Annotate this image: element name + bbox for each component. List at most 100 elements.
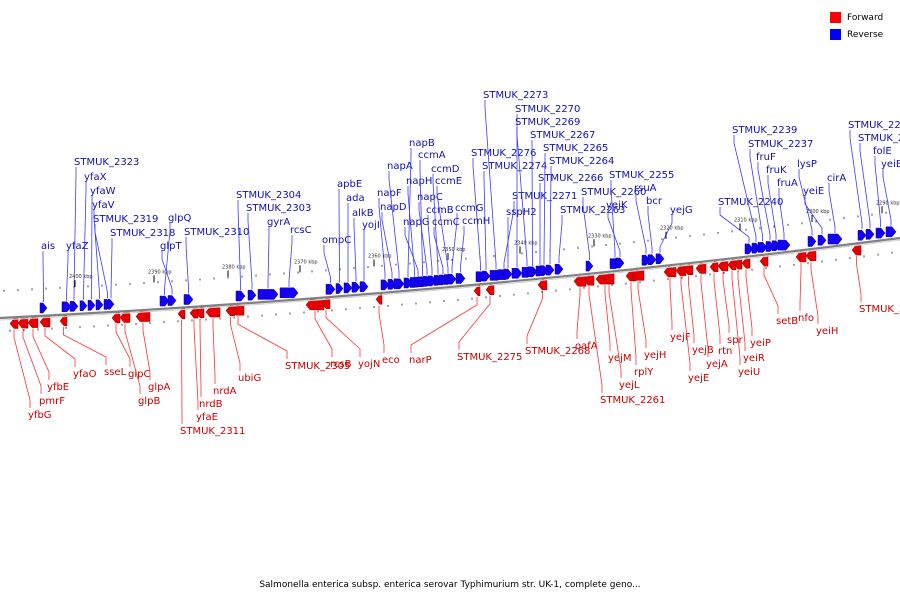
gene-yejk[interactable]: [615, 257, 625, 269]
gene-leader-stmuk-2305: [237, 316, 288, 359]
gene-napa[interactable]: [393, 278, 405, 290]
gene-pmrf[interactable]: [17, 317, 29, 329]
gene-leader-napc: [418, 202, 428, 276]
gene-stmuk-2225[interactable]: [865, 229, 875, 240]
gene-yfav[interactable]: [95, 299, 104, 311]
gene-yfbg[interactable]: [9, 318, 19, 329]
gene-ompc[interactable]: [325, 284, 336, 295]
gene-stmuk-2264[interactable]: [545, 264, 555, 276]
gene-leader-ssel: [63, 326, 107, 365]
gene-leader-narp: [410, 296, 478, 353]
gene-leader-napa: [388, 171, 400, 278]
gene-label-glpq: glpQ: [168, 213, 191, 224]
gene-glpb[interactable]: [119, 312, 131, 323]
gene-alkb[interactable]: [351, 282, 361, 293]
gene-rcsc[interactable]: [279, 287, 299, 299]
gene-oafa[interactable]: [573, 276, 587, 287]
gene-label-stmuk-2239: STMUK_2239: [732, 125, 797, 136]
gene-fole[interactable]: [875, 227, 886, 239]
gene-cira[interactable]: [827, 233, 843, 245]
gene-glpt[interactable]: [167, 295, 177, 306]
gene-yejf[interactable]: [663, 266, 677, 278]
gene-leader-yeja: [700, 274, 709, 357]
gene-stmuk-2226[interactable]: [857, 230, 867, 241]
gene-stmuk-2323[interactable]: [69, 301, 79, 312]
gene-eco[interactable]: [375, 294, 383, 305]
gene-yeib[interactable]: [885, 226, 897, 238]
gene-yfbe[interactable]: [27, 317, 39, 328]
gene-yejg[interactable]: [655, 253, 665, 265]
gene-yfao[interactable]: [39, 316, 51, 328]
gene-label-yfao: yfaO: [73, 369, 97, 380]
gene-label-stmuk-2303: STMUK_2303: [246, 203, 311, 214]
gene-stmuk-2311[interactable]: [177, 308, 186, 320]
gene-nrdb[interactable]: [195, 307, 205, 318]
gene-ccmg[interactable]: [447, 273, 457, 285]
gene-leader-stmuk-2268: [526, 290, 543, 344]
gene-label-stmuk-2319: STMUK_2319: [93, 214, 158, 225]
gene-setb[interactable]: [759, 255, 769, 267]
gene-label-fruf: fruF: [756, 152, 776, 163]
gene-stmuk-2318[interactable]: [107, 298, 115, 310]
gene-napf[interactable]: [380, 279, 390, 291]
gene-stmuk-2275[interactable]: [485, 284, 495, 295]
gene-label-yojn: yojN: [358, 359, 380, 370]
gene-stmuk-2267[interactable]: [527, 266, 538, 278]
gene-rtn[interactable]: [709, 261, 719, 273]
gene-gyra[interactable]: [257, 289, 279, 300]
gene-leader-napg: [404, 227, 419, 277]
gene-leader-stmuk-2264: [549, 166, 552, 265]
gene-leader-ccmd: [432, 174, 439, 275]
gene-ssel[interactable]: [59, 315, 68, 327]
gene-leader-glpa: [142, 322, 151, 380]
gene-yeih[interactable]: [805, 250, 817, 261]
gene-nrda[interactable]: [205, 306, 221, 318]
gene-glpa[interactable]: [135, 311, 151, 322]
gene-stmuk-2228[interactable]: [851, 244, 862, 256]
gene-yeja[interactable]: [695, 263, 707, 274]
gene-leader-yfao: [44, 327, 76, 367]
gene-stmuk-2304[interactable]: [235, 290, 246, 302]
gene-yfaw[interactable]: [87, 300, 96, 311]
gene-spr[interactable]: [717, 260, 729, 272]
gene-ssph2[interactable]: [503, 268, 513, 280]
gene-apbe[interactable]: [335, 283, 344, 294]
gene-leader-yfaz: [66, 251, 69, 301]
gene-leader-napf: [378, 198, 386, 279]
gene-narp[interactable]: [473, 285, 481, 297]
gene-stmuk-2310[interactable]: [183, 294, 194, 305]
gene-label-stmuk-2310: STMUK_2310: [184, 227, 249, 238]
gene-leader-stmuk-2261: [588, 286, 603, 393]
gene-leader-yejf: [669, 277, 673, 330]
gene-label-rply: rplY: [634, 367, 654, 378]
gene-stmuk-2263[interactable]: [554, 263, 564, 275]
gene-ccmh[interactable]: [455, 273, 466, 284]
gene-leader-stmuk-2273: [484, 100, 497, 270]
gene-stmuk-2270[interactable]: [511, 268, 523, 279]
gene-ais[interactable]: [39, 302, 48, 314]
gene-yeip[interactable]: [741, 258, 751, 269]
gene-rcsb[interactable]: [305, 299, 325, 311]
gene-yfax[interactable]: [79, 300, 88, 312]
gene-stmuk-2260[interactable]: [585, 260, 594, 272]
gene-leader-stmuk-2265: [543, 153, 546, 265]
gene-ada[interactable]: [343, 282, 353, 294]
gene-stmuk-2303[interactable]: [247, 289, 257, 301]
gene-leader-cira: [828, 183, 836, 234]
gene-glpc[interactable]: [111, 312, 121, 324]
gene-yfae[interactable]: [189, 307, 199, 319]
gene-stmuk-2268[interactable]: [537, 279, 548, 291]
gene-nfo[interactable]: [795, 251, 807, 263]
gene-yoji[interactable]: [359, 281, 369, 292]
gene-yfaz[interactable]: [61, 301, 72, 313]
gene-frua[interactable]: [777, 239, 791, 251]
gene-yeie[interactable]: [817, 235, 827, 246]
gene-stmuk-2237[interactable]: [757, 242, 768, 253]
gene-stmuk-2274[interactable]: [481, 270, 491, 282]
gene-glpq[interactable]: [159, 295, 170, 307]
gene-stmuk-2240[interactable]: [744, 243, 754, 255]
gene-bcr[interactable]: [647, 254, 657, 265]
gene-lysp[interactable]: [807, 236, 817, 247]
gene-label-stmuk-2311: STMUK_2311: [180, 426, 245, 437]
